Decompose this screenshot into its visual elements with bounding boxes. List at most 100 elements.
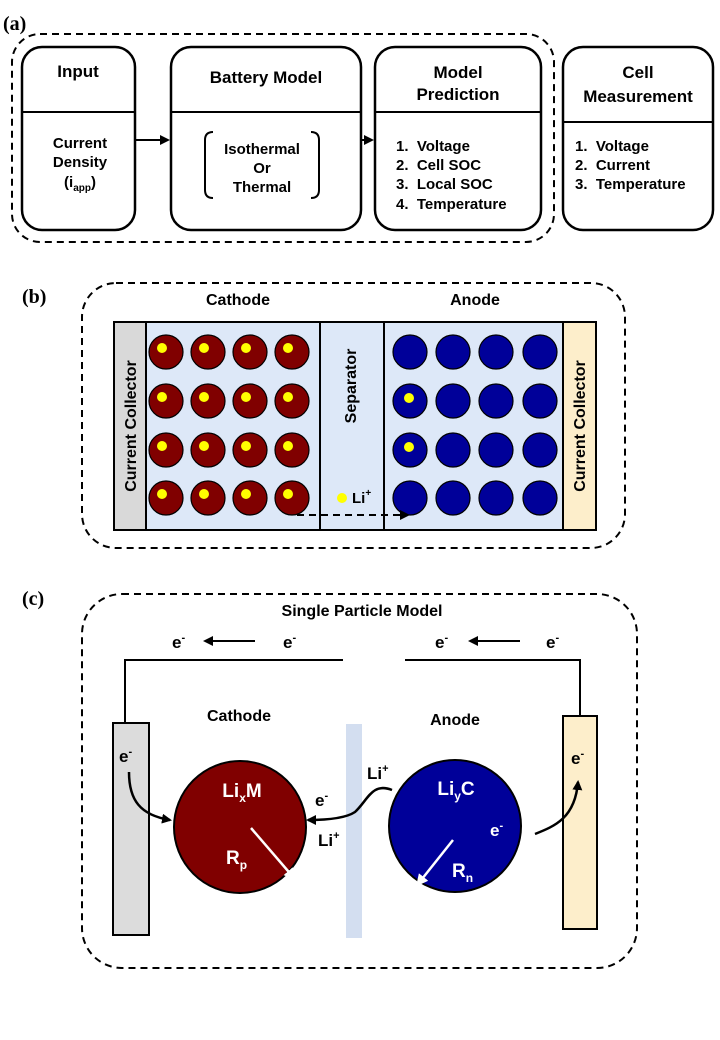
measurement-title-2: Measurement — [583, 87, 693, 106]
cathode-electron-label: e- — [315, 790, 328, 810]
electron-label-2: e- — [283, 632, 296, 652]
separator-label: Separator — [343, 349, 360, 424]
cathode-particle — [190, 432, 226, 468]
anode-particle — [478, 334, 514, 370]
cathode-particle — [148, 383, 184, 419]
anode-particle — [522, 334, 558, 370]
spm-title: Single Particle Model — [282, 603, 443, 620]
measurement-item-1: 1. Voltage — [575, 138, 649, 155]
panel-a-label: (a) — [3, 13, 26, 35]
li-ion-dot — [157, 441, 167, 451]
li-ion-dot — [199, 343, 209, 353]
cathode-particle — [232, 383, 268, 419]
electron-label-3: e- — [435, 632, 448, 652]
input-line-2: Density — [53, 154, 108, 171]
left-collector-label: Current Collector — [123, 360, 140, 492]
model-option-2: Thermal — [233, 179, 291, 196]
measurement-item-3: 3. Temperature — [575, 176, 686, 193]
prediction-item-4: 4. Temperature — [396, 196, 507, 213]
spm-cathode-label: Cathode — [207, 708, 271, 725]
li-ion-dot — [283, 489, 293, 499]
anode-li-label: Li+ — [367, 763, 389, 783]
spm-anode-label: Anode — [430, 712, 480, 729]
cathode-particle — [274, 334, 310, 370]
right-current-collector — [562, 321, 597, 531]
anode-particle — [435, 480, 471, 516]
anode-electron-label: e- — [490, 820, 503, 840]
prediction-title-2: Prediction — [416, 85, 499, 104]
cathode-particle — [190, 383, 226, 419]
cell-outline — [81, 282, 626, 549]
input-line-1: Current — [53, 135, 107, 152]
prediction-item-1: 1. Voltage — [396, 138, 470, 155]
right-collector-label: Current Collector — [572, 360, 589, 492]
battery-model-title: Battery Model — [210, 68, 322, 87]
anode-radius-label: Rn — [452, 861, 473, 885]
cathode-particle — [148, 432, 184, 468]
cathode-particle — [232, 480, 268, 516]
li-ion-dot — [157, 392, 167, 402]
anode-particles — [392, 334, 558, 516]
prediction-title-1: Model — [433, 63, 482, 82]
anode-heading: Anode — [450, 292, 500, 309]
li-ion-dot — [241, 441, 251, 451]
cathode-radius-arrow — [250, 827, 296, 881]
panel-b-label: (b) — [22, 286, 46, 308]
cathode-particle — [148, 334, 184, 370]
left-current-collector — [113, 321, 147, 531]
anode-particle — [522, 480, 558, 516]
cathode-radius-label: Rp — [226, 848, 247, 872]
cathode-particle — [232, 334, 268, 370]
panel-c-label: (c) — [22, 588, 44, 610]
spm-outline — [81, 593, 638, 969]
model-option-1: Isothermal — [224, 141, 300, 158]
anode-particle — [392, 480, 428, 516]
spm-separator — [346, 724, 362, 938]
li-ion-marker — [337, 493, 347, 503]
cathode-particle-formula: LixM — [222, 781, 261, 805]
li-ion-dot — [404, 442, 414, 452]
anode-particle — [435, 432, 471, 468]
li-ion-dot — [404, 393, 414, 403]
electron-into-cathode-arrow — [127, 771, 172, 824]
electron-label-4: e- — [546, 632, 559, 652]
cathode-particle — [274, 432, 310, 468]
left-bracket — [204, 131, 214, 199]
li-ion-dot — [283, 343, 293, 353]
cell-measurement-box: Cell Measurement 1. Voltage 2. Current 3… — [561, 45, 715, 232]
li-ion-dot — [199, 441, 209, 451]
electron-out-anode-arrow — [534, 780, 583, 836]
anode-radius-arrow — [416, 839, 454, 887]
li-ion-dot — [283, 392, 293, 402]
external-wire-right — [405, 659, 581, 716]
cathode-particle — [173, 760, 307, 894]
prediction-item-3: 3. Local SOC — [396, 176, 493, 193]
li-ion-dot — [283, 441, 293, 451]
li-ion-dot — [241, 392, 251, 402]
anode-particle — [478, 432, 514, 468]
cathode-particle — [232, 432, 268, 468]
cathode-particle — [190, 334, 226, 370]
anode-particle — [478, 383, 514, 419]
li-transfer-arrow — [306, 786, 393, 825]
model-group-outline — [11, 33, 555, 243]
model-prediction-box: Model Prediction 1. Voltage 2. Cell SOC … — [373, 45, 543, 232]
li-ion-label: Li+ — [352, 488, 371, 507]
li-ion-dot — [157, 343, 167, 353]
anode-particle-formula: LiyC — [437, 779, 475, 803]
cathode-li-label: Li+ — [318, 830, 340, 850]
separator-region — [319, 321, 385, 531]
right-collector-electron: e- — [571, 748, 584, 768]
anode-particle — [522, 432, 558, 468]
input-title: Input — [57, 62, 99, 81]
li-ion-dot — [241, 343, 251, 353]
cathode-particle — [274, 383, 310, 419]
li-ion-dot — [157, 489, 167, 499]
anode-particle — [392, 334, 428, 370]
right-bracket — [310, 131, 320, 199]
electron-label-1: e- — [172, 632, 185, 652]
li-ion-dot — [199, 489, 209, 499]
left-collector-electron: e- — [119, 746, 132, 766]
anode-particle — [522, 383, 558, 419]
